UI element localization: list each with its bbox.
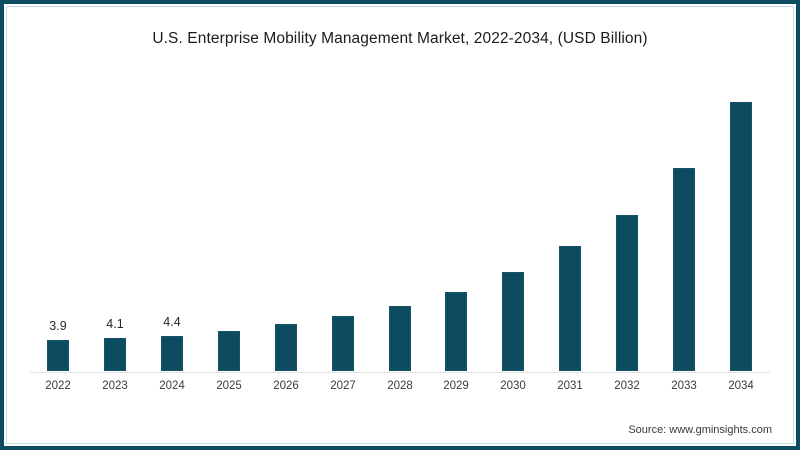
x-axis-line bbox=[30, 372, 770, 373]
x-tick-2027: 2027 bbox=[330, 380, 356, 392]
source-attribution: Source: www.gminsights.com bbox=[628, 424, 772, 436]
bar-slot bbox=[542, 69, 598, 371]
bar-value-label-2024: 4.4 bbox=[163, 315, 181, 329]
x-tick-2028: 2028 bbox=[387, 380, 413, 392]
bar-slot bbox=[201, 69, 257, 371]
bar-slot bbox=[258, 69, 314, 371]
x-tick-2032: 2032 bbox=[614, 380, 640, 392]
page-title: U.S. Enterprise Mobility Management Mark… bbox=[152, 30, 648, 47]
plot-area: 3.9 4.1 4.4 bbox=[30, 70, 770, 373]
bar-value-label-2022: 3.9 bbox=[49, 319, 67, 333]
bar-2025[interactable] bbox=[218, 331, 240, 371]
x-tick-2022: 2022 bbox=[45, 380, 71, 392]
x-tick-2025: 2025 bbox=[216, 380, 242, 392]
bar-slot bbox=[485, 69, 541, 371]
x-tick-2033: 2033 bbox=[671, 380, 697, 392]
bar-2023[interactable] bbox=[104, 338, 126, 371]
bar-2034[interactable] bbox=[730, 102, 752, 371]
x-tick-2026: 2026 bbox=[273, 380, 299, 392]
bar-series: 3.9 4.1 4.4 bbox=[30, 70, 770, 372]
bar-2030[interactable] bbox=[502, 272, 524, 371]
bar-2022[interactable] bbox=[47, 340, 69, 371]
x-axis-tick-labels: 2022 2023 2024 2025 2026 2027 2028 2029 2030 2031… bbox=[30, 380, 770, 400]
x-tick-2031: 2031 bbox=[557, 380, 583, 392]
bar-2032[interactable] bbox=[616, 215, 638, 371]
bar-slot: 3.9 bbox=[30, 69, 86, 371]
bar-slot bbox=[713, 69, 769, 371]
bar-value-label-2023: 4.1 bbox=[106, 317, 124, 331]
x-tick-2023: 2023 bbox=[102, 380, 128, 392]
x-tick-2034: 2034 bbox=[728, 380, 754, 392]
bar-slot bbox=[656, 69, 712, 371]
bar-slot bbox=[428, 69, 484, 371]
bar-2026[interactable] bbox=[275, 324, 297, 371]
x-tick-2024: 2024 bbox=[159, 380, 185, 392]
bar-2029[interactable] bbox=[445, 292, 467, 371]
x-tick-2030: 2030 bbox=[500, 380, 526, 392]
bar-2031[interactable] bbox=[559, 246, 581, 371]
bar-2033[interactable] bbox=[673, 168, 695, 371]
bar-slot bbox=[372, 69, 428, 371]
bar-2028[interactable] bbox=[389, 306, 411, 371]
bar-2027[interactable] bbox=[332, 316, 354, 371]
bar-2024[interactable] bbox=[161, 336, 183, 371]
bar-slot bbox=[315, 69, 371, 371]
bar-slot: 4.4 bbox=[144, 69, 200, 371]
x-tick-2029: 2029 bbox=[443, 380, 469, 392]
bar-slot bbox=[599, 69, 655, 371]
bar-slot: 4.1 bbox=[87, 69, 143, 371]
